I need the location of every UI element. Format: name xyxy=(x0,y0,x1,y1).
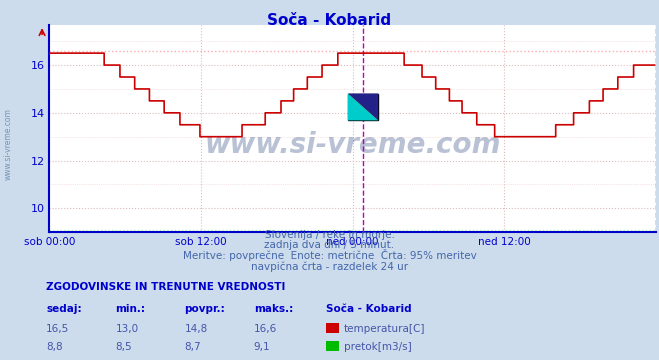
Text: povpr.:: povpr.: xyxy=(185,304,225,314)
FancyBboxPatch shape xyxy=(348,94,378,120)
Text: 16,6: 16,6 xyxy=(254,324,277,334)
Text: 8,7: 8,7 xyxy=(185,342,201,352)
Text: navpična črta - razdelek 24 ur: navpična črta - razdelek 24 ur xyxy=(251,261,408,272)
Text: pretok[m3/s]: pretok[m3/s] xyxy=(344,342,412,352)
Polygon shape xyxy=(348,94,378,120)
Text: Soča - Kobarid: Soča - Kobarid xyxy=(326,304,412,314)
Text: 13,0: 13,0 xyxy=(115,324,138,334)
Text: Soča - Kobarid: Soča - Kobarid xyxy=(268,13,391,28)
Text: 8,5: 8,5 xyxy=(115,342,132,352)
Text: www.si-vreme.com: www.si-vreme.com xyxy=(204,131,501,159)
Text: temperatura[C]: temperatura[C] xyxy=(344,324,426,334)
Text: www.si-vreme.com: www.si-vreme.com xyxy=(4,108,13,180)
Text: 9,1: 9,1 xyxy=(254,342,270,352)
Text: sedaj:: sedaj: xyxy=(46,304,82,314)
Text: 16,5: 16,5 xyxy=(46,324,69,334)
Text: 8,8: 8,8 xyxy=(46,342,63,352)
Text: zadnja dva dni / 5 minut.: zadnja dva dni / 5 minut. xyxy=(264,240,395,251)
Text: ZGODOVINSKE IN TRENUTNE VREDNOSTI: ZGODOVINSKE IN TRENUTNE VREDNOSTI xyxy=(46,282,285,292)
Text: maks.:: maks.: xyxy=(254,304,293,314)
Text: 14,8: 14,8 xyxy=(185,324,208,334)
Polygon shape xyxy=(348,94,378,120)
Text: Slovenija / reke in morje.: Slovenija / reke in morje. xyxy=(264,230,395,240)
Text: min.:: min.: xyxy=(115,304,146,314)
Text: Meritve: povprečne  Enote: metrične  Črta: 95% meritev: Meritve: povprečne Enote: metrične Črta:… xyxy=(183,249,476,261)
